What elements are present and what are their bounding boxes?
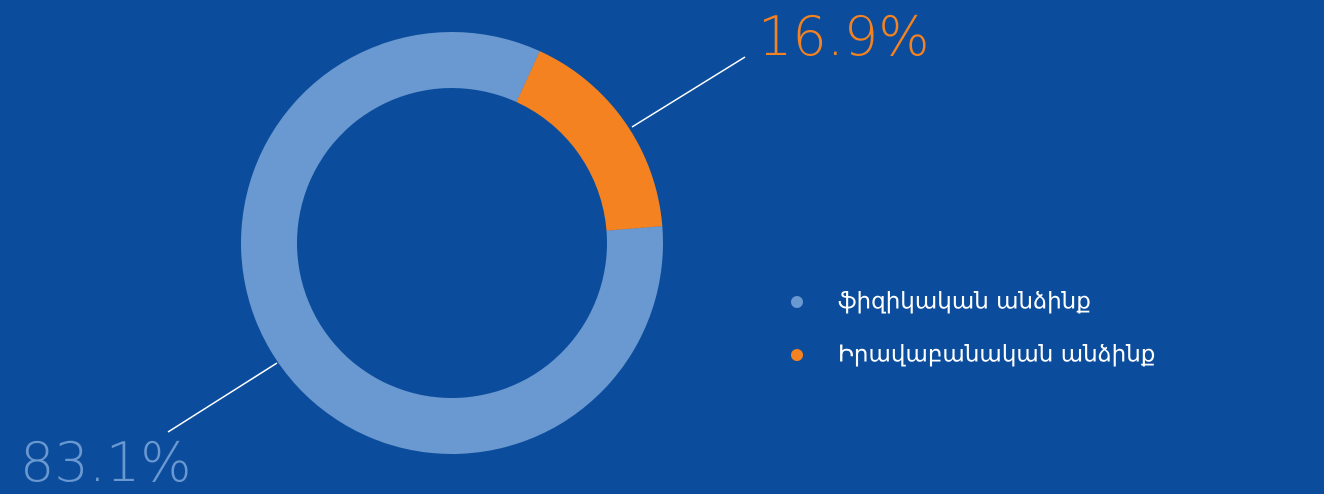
donut	[241, 32, 663, 455]
donut-segment	[516, 51, 663, 231]
leader-line	[167, 362, 278, 433]
value-label: 83.1%	[20, 431, 192, 494]
legend-label: ֆիզիկական անձինք	[838, 289, 1091, 315]
legend-label: Իրավաբանական անձինք	[838, 342, 1155, 368]
legend: ֆիզիկական անձինք Իրավաբանական անձինք	[791, 289, 1155, 368]
leader-line	[631, 56, 746, 128]
legend-marker	[791, 349, 803, 361]
value-label: 16.9%	[758, 5, 930, 68]
legend-marker	[791, 296, 803, 308]
